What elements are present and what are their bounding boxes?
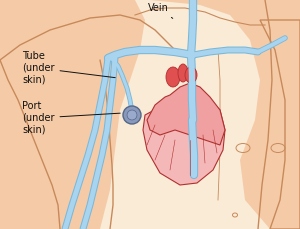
Text: Port
(under
skin): Port (under skin) <box>22 101 120 135</box>
Ellipse shape <box>166 67 180 87</box>
Polygon shape <box>143 95 225 185</box>
Polygon shape <box>147 83 225 145</box>
Polygon shape <box>110 0 300 229</box>
Polygon shape <box>0 0 145 229</box>
Ellipse shape <box>185 67 197 83</box>
Ellipse shape <box>123 106 141 124</box>
Ellipse shape <box>127 110 137 120</box>
Text: Vein: Vein <box>148 3 173 18</box>
Polygon shape <box>260 20 300 229</box>
Ellipse shape <box>178 64 188 82</box>
Text: Tube
(under
skin): Tube (under skin) <box>22 51 115 85</box>
